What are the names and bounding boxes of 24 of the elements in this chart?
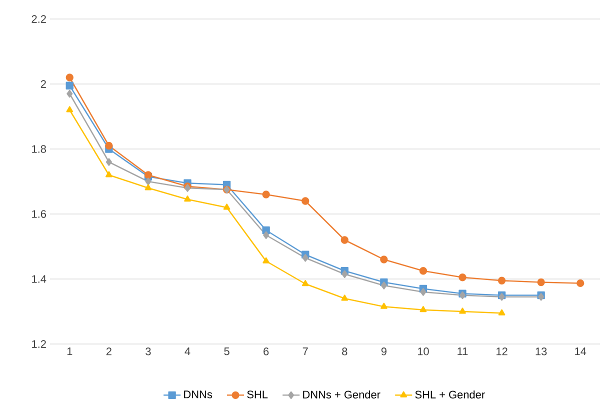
x-tick-label: 1	[67, 348, 72, 356]
y-tick-label: 1.6	[32, 210, 46, 218]
x-tick-label: 12	[496, 348, 508, 356]
x-tick-label: 11	[458, 348, 468, 356]
legend-label: SHL + Gender	[415, 390, 485, 398]
legend-label: SHL	[247, 390, 268, 398]
x-tick-label: 9	[381, 348, 386, 356]
x-tick-label: 4	[184, 348, 190, 356]
y-tick-label: 1.4	[32, 275, 46, 283]
x-tick-label: 13	[536, 348, 547, 356]
x-tick-label: 5	[224, 348, 230, 356]
x-tick-label: 14	[575, 348, 586, 356]
y-tick-label: 1.8	[32, 145, 46, 153]
x-tick-label: 8	[342, 348, 348, 356]
x-tick-label: 2	[106, 348, 112, 356]
legend-label: DNNs + Gender	[303, 390, 380, 398]
x-tick-label: 6	[264, 348, 269, 356]
legend-label: DNNs	[184, 390, 212, 398]
y-tick-label: 2	[40, 80, 46, 88]
x-tick-label: 10	[418, 348, 429, 356]
y-tick-label: 2.2	[32, 15, 46, 23]
y-tick-label: 1.2	[32, 340, 46, 348]
x-tick-label: 7	[302, 348, 308, 356]
x-tick-label: 3	[146, 348, 151, 356]
